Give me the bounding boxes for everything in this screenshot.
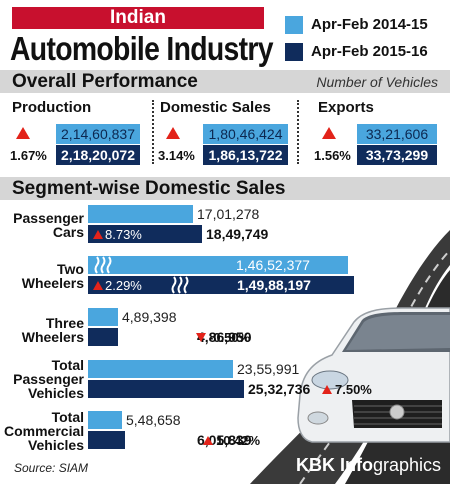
kpi-change-production: 1.67%	[10, 148, 47, 163]
credit-part-b: graphics	[372, 455, 442, 475]
source-note: Source: SIAM	[14, 461, 89, 475]
unit-note: Number of Vehicles	[316, 74, 438, 90]
legend-label-prev: Apr-Feb 2014-15	[311, 16, 428, 33]
divider	[152, 100, 154, 164]
segment-heading: Segment-wise Domestic Sales	[12, 178, 286, 199]
kpi-change-exports: 1.56%	[314, 148, 351, 163]
divider	[297, 100, 299, 164]
kpi-curr-production: 2,18,20,072	[56, 145, 140, 165]
kpi-prev-exports: 33,21,606	[357, 124, 437, 144]
up-arrow-icon	[166, 127, 180, 139]
credit-part-a: KBK Info	[296, 455, 373, 475]
kpi-curr-exports: 33,73,299	[357, 145, 437, 165]
kpi-prev-production: 2,14,60,837	[56, 124, 140, 144]
legend-label-curr: Apr-Feb 2015-16	[311, 43, 428, 60]
page-title: Automobile Industry	[10, 30, 274, 67]
kpi-title-production: Production	[12, 99, 92, 116]
credit: KBK Infographics	[296, 455, 441, 476]
title-top: Indian	[12, 7, 264, 29]
up-arrow-icon	[322, 127, 336, 139]
overall-heading: Overall Performance	[12, 71, 198, 92]
up-arrow-icon	[16, 127, 30, 139]
kpi-prev-domestic-sales: 1,80,46,424	[203, 124, 288, 144]
overall-band: Overall Performance Number of Vehicles	[0, 70, 450, 93]
kpi-curr-domestic-sales: 1,86,13,722	[203, 145, 288, 165]
legend-swatch-curr	[285, 43, 303, 61]
kpi-change-domestic-sales: 3.14%	[158, 148, 195, 163]
legend-swatch-prev	[285, 16, 303, 34]
car-illustration	[297, 307, 450, 443]
kpi-title-exports: Exports	[318, 99, 374, 116]
segment-band: Segment-wise Domestic Sales	[0, 177, 450, 200]
kpi-title-domestic-sales: Domestic Sales	[160, 99, 271, 116]
